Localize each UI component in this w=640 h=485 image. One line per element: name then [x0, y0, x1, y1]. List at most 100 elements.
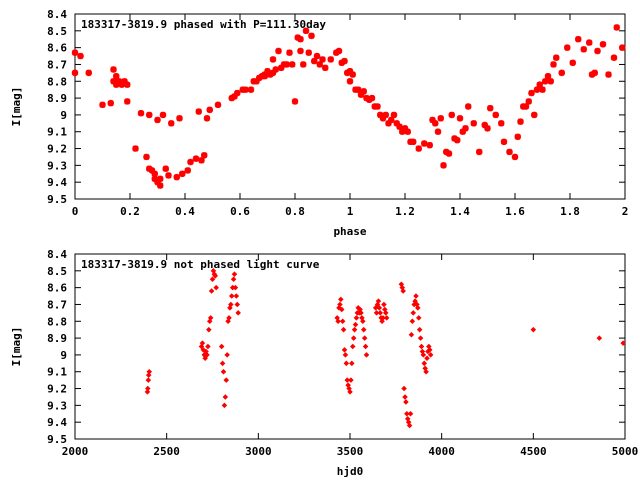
data-point — [162, 165, 169, 172]
data-point — [423, 368, 429, 375]
data-point — [594, 47, 601, 55]
x-tick-label: 5000 — [612, 445, 639, 458]
data-point — [376, 305, 383, 311]
data-point — [401, 125, 409, 132]
data-point — [462, 125, 469, 132]
data-point — [434, 128, 442, 135]
data-point — [223, 377, 230, 383]
data-point — [355, 86, 362, 93]
data-point — [203, 115, 211, 122]
data-point — [385, 120, 392, 127]
data-point — [99, 101, 106, 109]
data-point — [341, 347, 348, 353]
data-point — [424, 355, 430, 362]
data-point — [393, 120, 400, 127]
y-tick-label: 9.1 — [47, 366, 67, 379]
data-point — [343, 360, 350, 367]
data-point — [426, 141, 433, 149]
data-point — [539, 86, 546, 93]
data-point — [224, 352, 230, 358]
data-point — [481, 121, 488, 129]
data-point — [264, 67, 271, 75]
data-point — [417, 335, 424, 341]
y-tick-label: 9.1 — [47, 126, 67, 139]
data-point — [291, 98, 299, 105]
data-point — [213, 284, 219, 291]
data-point — [403, 399, 409, 405]
y-tick-label: 8.4 — [47, 248, 67, 261]
data-point — [498, 120, 505, 127]
chart-panel-1: 8.4 8.5 8.6 8.7 8.8 8.9 9 9.1 9.2 9.3 9.4 9.5 0 0.2 0.… — [10, 8, 628, 238]
data-point — [421, 140, 428, 147]
data-point — [363, 352, 370, 358]
y-tick-label: 8.5 — [47, 265, 67, 278]
data-point — [176, 115, 183, 122]
data-point — [388, 116, 395, 124]
data-point — [132, 145, 139, 152]
y-tick-label: 9.5 — [47, 193, 67, 206]
x-tick-label: 3000 — [245, 445, 272, 458]
data-point — [542, 78, 549, 85]
data-point — [476, 148, 483, 156]
data-point — [404, 411, 410, 417]
data-point — [412, 298, 418, 304]
data-point — [231, 271, 238, 277]
data-point — [113, 73, 120, 80]
data-point — [85, 69, 92, 77]
data-point — [360, 88, 367, 95]
data-point — [484, 125, 491, 132]
data-point — [202, 355, 208, 362]
data-point — [342, 352, 349, 358]
data-point — [511, 153, 519, 161]
data-point — [427, 352, 434, 358]
x-tick-label: 3500 — [337, 445, 364, 458]
data-point — [145, 372, 152, 378]
data-point — [415, 145, 422, 152]
data-point — [550, 61, 557, 68]
data-point — [506, 148, 513, 156]
y-tick-label: 8.5 — [47, 25, 67, 38]
plot-frame — [74, 13, 626, 200]
data-point — [218, 343, 225, 350]
data-point — [206, 326, 212, 333]
data-point — [300, 61, 307, 68]
y-tick-label: 9.4 — [47, 176, 67, 189]
data-point — [235, 310, 241, 316]
x-tick-label: 0.6 — [230, 205, 250, 218]
data-point — [269, 69, 277, 77]
data-point — [278, 64, 285, 72]
data-point — [352, 321, 359, 328]
data-point — [569, 59, 576, 66]
data-point — [415, 305, 421, 311]
data-point — [416, 326, 423, 333]
data-point — [198, 343, 205, 350]
data-point — [209, 276, 216, 282]
data-point — [470, 120, 477, 127]
data-point — [465, 103, 472, 110]
data-point — [327, 56, 334, 63]
data-point — [234, 301, 241, 308]
data-point — [275, 47, 282, 55]
data-point — [227, 305, 233, 311]
data-point — [212, 273, 219, 279]
data-point — [71, 69, 79, 77]
data-point — [302, 27, 310, 35]
data-point — [230, 276, 237, 282]
data-point — [346, 67, 354, 75]
data-point — [107, 99, 114, 107]
data-point — [580, 46, 587, 53]
data-point — [124, 81, 131, 88]
y-tick-label: 8.9 — [47, 332, 67, 345]
data-point — [219, 360, 226, 367]
data-point — [401, 385, 407, 392]
data-point — [272, 66, 279, 73]
x-tick-label: 1.4 — [450, 205, 470, 218]
x-tick-label: 0.4 — [175, 205, 195, 218]
data-point — [380, 315, 386, 321]
data-point — [159, 111, 167, 119]
y-tick-label: 8.8 — [47, 315, 67, 328]
data-point — [429, 116, 436, 124]
